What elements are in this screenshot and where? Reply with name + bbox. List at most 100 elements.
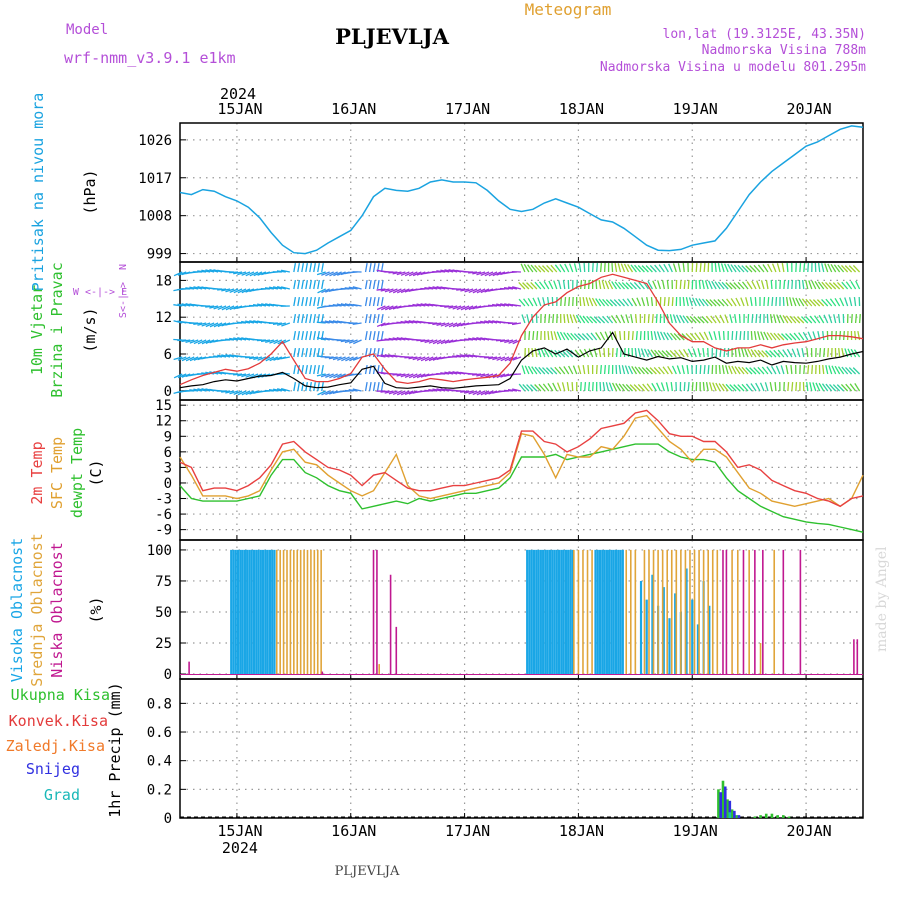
wind-arrow bbox=[850, 297, 852, 306]
wind-arrow bbox=[742, 348, 744, 357]
wind-arrow bbox=[658, 280, 661, 289]
wind-arrow bbox=[581, 382, 582, 391]
wind-arrow bbox=[294, 280, 296, 289]
wind-arrow bbox=[788, 382, 789, 391]
wind-arrow bbox=[298, 382, 300, 391]
wind-arrow bbox=[588, 365, 589, 374]
wind-arrow bbox=[714, 331, 716, 340]
precip-total-bar bbox=[722, 781, 725, 818]
y-tick-label: 12 bbox=[155, 310, 172, 326]
wind-arrow bbox=[294, 348, 296, 357]
wind-arrow bbox=[625, 348, 626, 357]
wind-arrow bbox=[810, 382, 812, 391]
wind-arrow bbox=[381, 280, 383, 289]
wind-arrow bbox=[563, 280, 564, 289]
wind-arrow bbox=[636, 314, 637, 323]
wind-arrow bbox=[839, 314, 840, 323]
y-tick-label: 999 bbox=[147, 247, 172, 263]
pressure-axis-unit: (hPa) bbox=[81, 169, 99, 214]
wind-arrow bbox=[635, 348, 636, 357]
panel-frame bbox=[180, 262, 863, 400]
wind-arrow bbox=[302, 314, 304, 323]
precip-hail-bar bbox=[729, 812, 732, 818]
x-tick-label-top: 17JAN bbox=[445, 100, 490, 118]
wind-arrow bbox=[776, 366, 780, 374]
wind-arrow bbox=[532, 348, 533, 357]
wind-gust-line bbox=[180, 274, 863, 384]
wind-arrow bbox=[686, 297, 688, 306]
wind-arrow bbox=[533, 298, 537, 306]
wind-arrow bbox=[752, 314, 753, 323]
wind-arrow bbox=[370, 263, 372, 272]
wind-arrow bbox=[719, 365, 720, 374]
wind-arrow bbox=[674, 263, 677, 272]
wind-arrow bbox=[677, 365, 680, 374]
wind-arrow bbox=[378, 297, 380, 306]
wind-arrow bbox=[770, 382, 772, 391]
wind-arrow bbox=[567, 314, 569, 323]
wind-arrow bbox=[647, 297, 649, 306]
cloud-axis-unit: (%) bbox=[87, 596, 105, 623]
wind-arrow bbox=[310, 314, 312, 323]
wind-arrow bbox=[314, 314, 316, 323]
wind-arrow bbox=[612, 263, 613, 272]
wind-arrow bbox=[802, 348, 804, 357]
temp-axis-unit: (C) bbox=[87, 459, 105, 486]
y-tick-label: 0.8 bbox=[147, 696, 172, 712]
wind-arrow bbox=[684, 382, 685, 391]
wind-arrow bbox=[756, 383, 760, 391]
y-tick-label: -6 bbox=[155, 507, 172, 523]
wind-arrow bbox=[545, 314, 546, 323]
wind-arrow bbox=[548, 331, 549, 340]
wind-arrow bbox=[722, 263, 725, 272]
wind-arrow bbox=[726, 365, 728, 374]
wind-arrow bbox=[672, 297, 673, 306]
wind-arrow bbox=[318, 314, 320, 323]
wind-arrow bbox=[366, 382, 368, 391]
wind-arrow bbox=[370, 314, 372, 323]
wind-arrow bbox=[314, 382, 316, 391]
wind-arrow bbox=[314, 365, 316, 374]
wind-arrow bbox=[572, 382, 573, 391]
wind-arrow bbox=[599, 280, 600, 289]
wind-arrow bbox=[559, 280, 561, 289]
wind-arrow bbox=[374, 314, 376, 323]
precip-legend-2: Zaledj.Kisa bbox=[6, 737, 105, 755]
wind-arrow bbox=[310, 365, 312, 374]
wind-arrow bbox=[648, 314, 649, 323]
wind-arrow bbox=[807, 382, 808, 391]
wind-arrow bbox=[294, 331, 296, 340]
wind-arrow bbox=[839, 348, 840, 357]
wind-arrow bbox=[682, 365, 684, 374]
wind-arrow bbox=[739, 348, 740, 357]
wind-arrow bbox=[318, 280, 320, 289]
wind-arrow bbox=[310, 280, 312, 289]
precip-total-bar bbox=[735, 815, 738, 818]
wind-arrow bbox=[762, 280, 764, 289]
wind-arrow bbox=[302, 348, 304, 357]
wind-arrow bbox=[792, 382, 793, 391]
wind-arrow bbox=[618, 263, 620, 272]
wind-arrow bbox=[569, 297, 570, 306]
wind-arrow bbox=[808, 332, 812, 340]
wind-arrow bbox=[522, 365, 525, 374]
y-tick-label: 0.6 bbox=[147, 725, 172, 741]
cloud-low-axis-title: Niska Oblacnost bbox=[48, 542, 66, 677]
wind-arrow bbox=[834, 314, 836, 323]
wind-arrow bbox=[829, 365, 832, 374]
wind-arrow bbox=[310, 297, 312, 306]
wind-arrow bbox=[793, 298, 796, 306]
wind-arrow bbox=[760, 314, 761, 323]
wind-arrow bbox=[298, 263, 300, 272]
wind-arrow bbox=[621, 264, 624, 272]
wind-arrow bbox=[306, 314, 308, 323]
wind-arrow bbox=[640, 331, 641, 340]
wind-arrow bbox=[294, 314, 296, 323]
wind-arrow bbox=[835, 298, 840, 306]
wind-arrow bbox=[735, 314, 736, 323]
wind-arrow bbox=[746, 297, 748, 306]
wind-arrow bbox=[684, 349, 689, 357]
wind-axis-title-1: 10m Vjetar bbox=[28, 285, 46, 375]
y-tick-label: 100 bbox=[147, 543, 172, 559]
